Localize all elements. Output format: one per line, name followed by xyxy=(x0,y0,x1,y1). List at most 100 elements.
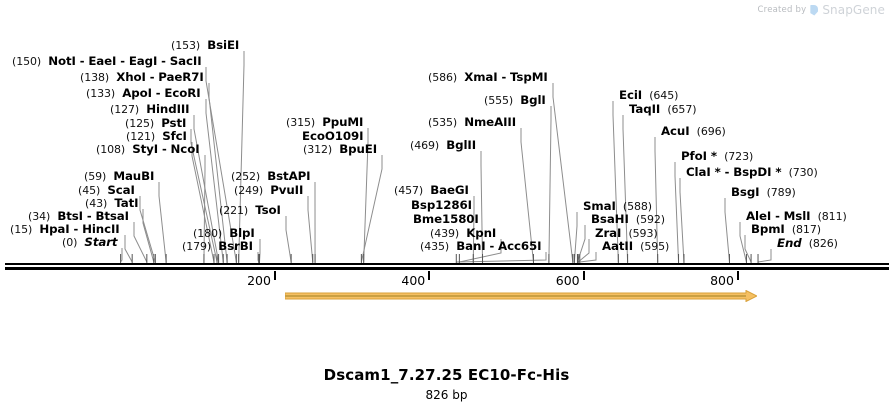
enzyme-name[interactable]: BtsaI xyxy=(95,209,129,223)
restriction-site-label[interactable]: ClaI * - BspDI * (730) xyxy=(686,165,818,180)
restriction-site-label[interactable]: PfoI * (723) xyxy=(681,149,753,164)
restriction-site-label[interactable]: SmaI (588) xyxy=(583,199,652,214)
restriction-site-label[interactable]: End (826) xyxy=(777,236,838,251)
restriction-site-label[interactable]: Bme1580I xyxy=(413,213,479,226)
restriction-site-label[interactable]: AleI - MslI (811) xyxy=(746,209,847,224)
enzyme-name[interactable]: PvuII xyxy=(270,183,304,197)
enzyme-name[interactable]: PstI xyxy=(161,116,187,130)
enzyme-name[interactable]: ScaI xyxy=(107,183,135,197)
enzyme-name[interactable]: HpaI xyxy=(39,222,70,236)
restriction-site-label[interactable]: (43) TatI xyxy=(85,196,139,211)
restriction-site-label[interactable]: (125) PstI xyxy=(125,116,187,131)
enzyme-name[interactable]: PaeR7I xyxy=(158,70,204,84)
restriction-site-label[interactable]: (59) MauBI xyxy=(84,169,155,184)
restriction-site-label[interactable]: (435) BanI - Acc65I xyxy=(420,239,542,254)
restriction-site-label[interactable]: (0) Start xyxy=(62,235,118,250)
coding-sequence-arrow[interactable] xyxy=(285,290,757,302)
enzyme-name[interactable]: MauBI xyxy=(113,169,155,183)
restriction-site-label[interactable]: (312) BpuEI xyxy=(303,142,378,157)
enzyme-name[interactable]: XmaI xyxy=(464,70,498,84)
enzyme-name[interactable]: EaeI xyxy=(88,54,117,68)
enzyme-name[interactable]: BlpI xyxy=(229,226,255,240)
enzyme-name[interactable]: BsaHI xyxy=(591,212,629,226)
enzyme-name[interactable]: NotI xyxy=(48,54,76,68)
restriction-site-label[interactable]: (457) BaeGI xyxy=(394,184,469,198)
enzyme-name[interactable]: AatII xyxy=(602,239,634,253)
enzyme-name[interactable]: AleI xyxy=(746,209,772,223)
enzyme-name[interactable]: PfoI * xyxy=(681,149,717,163)
enzyme-name[interactable]: BsgI xyxy=(731,185,760,199)
enzyme-name[interactable]: SacII xyxy=(169,54,202,68)
enzyme-name[interactable]: NcoI xyxy=(170,142,200,156)
enzyme-name[interactable]: NmeAIII xyxy=(464,115,516,129)
restriction-site-label[interactable]: (153) BsiEI xyxy=(171,38,240,53)
restriction-site-label[interactable]: (555) BglI xyxy=(484,93,546,108)
restriction-site-label[interactable]: (535) NmeAIII xyxy=(428,115,516,130)
enzyme-name[interactable]: EciI xyxy=(619,88,643,102)
restriction-site-label[interactable]: (315) PpuMI xyxy=(286,115,364,130)
restriction-site-label[interactable]: ZraI (593) xyxy=(595,226,658,241)
restriction-site-label[interactable]: TaqII (657) xyxy=(629,102,697,117)
enzyme-name[interactable]: BtsI xyxy=(57,209,83,223)
enzyme-name[interactable]: MslI xyxy=(783,209,811,223)
restriction-site-label[interactable]: (45) ScaI xyxy=(78,183,135,198)
enzyme-name[interactable]: BglII xyxy=(446,138,476,152)
enzyme-name[interactable]: TaqII xyxy=(629,102,661,116)
enzyme-name[interactable]: AcuI xyxy=(661,124,690,138)
restriction-site-label[interactable]: BsgI (789) xyxy=(731,185,796,200)
enzyme-name[interactable]: BpuEI xyxy=(339,142,378,156)
restriction-site-label[interactable]: Bsp1286I xyxy=(411,199,472,212)
restriction-site-label[interactable]: (249) PvuII xyxy=(234,183,304,198)
enzyme-name[interactable]: ApoI xyxy=(122,86,152,100)
enzyme-name[interactable]: SmaI xyxy=(583,199,616,213)
restriction-site-label[interactable]: (439) KpnI xyxy=(430,226,497,241)
enzyme-name[interactable]: StyI xyxy=(132,142,159,156)
restriction-site-label[interactable]: (469) BglII xyxy=(410,138,476,153)
enzyme-name[interactable]: TsoI xyxy=(255,203,281,217)
enzyme-name[interactable]: TspMI xyxy=(510,70,548,84)
enzyme-name[interactable]: BglI xyxy=(520,93,546,107)
enzyme-name[interactable]: End xyxy=(777,236,802,250)
restriction-site-label[interactable]: (586) XmaI - TspMI xyxy=(428,70,548,85)
enzyme-name[interactable]: ZraI xyxy=(595,226,622,240)
restriction-site-label[interactable]: (180) BlpI xyxy=(193,226,255,241)
enzyme-name[interactable]: BpmI xyxy=(751,222,785,236)
restriction-site-label[interactable]: (127) HindIII xyxy=(110,102,190,117)
enzyme-name[interactable]: BanI xyxy=(456,239,486,253)
enzyme-name[interactable]: Start xyxy=(84,235,118,249)
enzyme-name[interactable]: Acc65I xyxy=(498,239,542,253)
enzyme-name[interactable]: BspDI * xyxy=(733,165,782,179)
restriction-site-label[interactable]: (121) SfcI xyxy=(126,129,187,144)
restriction-site-label[interactable]: (15) HpaI - HincII xyxy=(10,222,120,237)
restriction-site-label[interactable]: BsaHI (592) xyxy=(591,212,665,227)
enzyme-name[interactable]: Bsp1286I xyxy=(411,198,472,212)
enzyme-name[interactable]: HincII xyxy=(82,222,120,236)
enzyme-name[interactable]: Bme1580I xyxy=(413,212,479,226)
restriction-site-label[interactable]: (108) StyI - NcoI xyxy=(96,142,200,157)
enzyme-name[interactable]: EagI xyxy=(128,54,158,68)
enzyme-name[interactable]: BsrBI xyxy=(218,239,253,253)
enzyme-name[interactable]: HindIII xyxy=(146,102,190,116)
restriction-site-label[interactable]: BpmI (817) xyxy=(751,222,821,237)
restriction-site-label[interactable]: (34) BtsI - BtsaI xyxy=(28,209,129,224)
enzyme-name[interactable]: PpuMI xyxy=(322,115,364,129)
restriction-site-label[interactable]: (133) ApoI - EcoRI xyxy=(86,86,201,101)
restriction-site-label[interactable]: (252) BstAPI xyxy=(231,169,311,184)
restriction-site-label[interactable]: (150) NotI - EaeI - EagI - SacII xyxy=(12,54,202,69)
enzyme-name[interactable]: EcoRI xyxy=(164,86,201,100)
restriction-site-label[interactable]: (138) XhoI - PaeR7I xyxy=(80,70,204,85)
enzyme-name[interactable]: BstAPI xyxy=(267,169,311,183)
enzyme-name[interactable]: BsiEI xyxy=(207,38,240,52)
restriction-site-label[interactable]: AatII (595) xyxy=(602,239,669,254)
enzyme-name[interactable]: ClaI * xyxy=(686,165,721,179)
enzyme-name[interactable]: XhoI xyxy=(116,70,146,84)
restriction-site-label[interactable]: AcuI (696) xyxy=(661,124,726,139)
enzyme-name[interactable]: SfcI xyxy=(162,129,187,143)
enzyme-name[interactable]: KpnI xyxy=(466,226,497,240)
restriction-site-label[interactable]: EcoO109I xyxy=(302,129,364,143)
restriction-site-label[interactable]: EciI (645) xyxy=(619,88,678,103)
restriction-site-label[interactable]: (221) TsoI xyxy=(219,203,281,218)
restriction-site-label[interactable]: (179) BsrBI xyxy=(182,239,253,254)
enzyme-name[interactable]: EcoO109I xyxy=(302,129,364,143)
enzyme-name[interactable]: TatI xyxy=(114,196,139,210)
